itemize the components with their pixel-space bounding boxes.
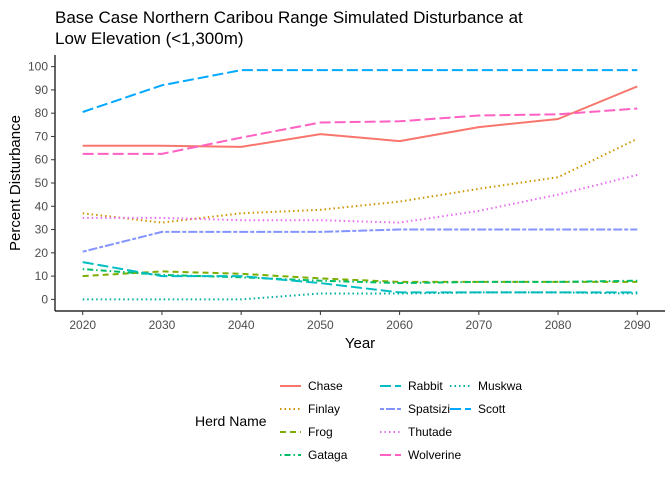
legend-label-rabbit: Rabbit: [408, 379, 443, 393]
series-line-spatsizi: [82, 228, 638, 253]
legend-title: Herd Name: [195, 413, 267, 429]
legend-label-muskwa: Muskwa: [478, 379, 522, 393]
x-tick-label: 2080: [545, 318, 572, 332]
y-tick-label: 80: [35, 106, 49, 120]
series-line-wolverine: [82, 107, 638, 155]
x-axis-title: Year: [345, 335, 375, 352]
series-line-frog: [82, 270, 638, 283]
y-axis-ticks: 0 10 20 30 40 50 60 70 80 90 100: [28, 60, 55, 306]
legend-items: Chase Finlay Frog Gataga Rabbit Spatsizi Thuta…: [280, 379, 522, 462]
legend-label-chase: Chase: [308, 379, 343, 393]
series-line-gataga: [82, 268, 638, 285]
x-tick-label: 2030: [149, 318, 176, 332]
series-line-rabbit: [82, 261, 638, 294]
chart-title-line-1: Base Case Northern Caribou Range Simulat…: [55, 8, 523, 27]
y-tick-label: 10: [35, 269, 49, 283]
x-tick-label: 2070: [465, 318, 492, 332]
y-tick-label: 100: [28, 60, 48, 74]
chart-title-line-2: Low Elevation (<1,300m): [55, 29, 244, 48]
x-axis-ticks: 2020 2030 2040 2050 2060 2070 2080 2090: [69, 311, 651, 332]
series-line-scott: [82, 69, 638, 113]
legend-label-finlay: Finlay: [308, 402, 340, 416]
legend: Herd Name Chase Finlay Frog Gataga Rabbit Spa…: [195, 379, 522, 462]
y-tick-label: 50: [35, 176, 49, 190]
legend-label-frog: Frog: [308, 425, 333, 439]
legend-label-wolverine: Wolverine: [408, 448, 461, 462]
series-line-thutade: [82, 173, 638, 224]
series-layer: [82, 69, 638, 301]
y-tick-label: 60: [35, 153, 49, 167]
x-tick-label: 2090: [624, 318, 651, 332]
x-tick-label: 2060: [386, 318, 413, 332]
y-tick-label: 90: [35, 83, 49, 97]
y-tick-label: 70: [35, 129, 49, 143]
legend-label-scott: Scott: [478, 402, 506, 416]
y-tick-label: 30: [35, 223, 49, 237]
x-tick-label: 2020: [69, 318, 96, 332]
y-tick-label: 40: [35, 199, 49, 213]
plot-area: 2020 2030 2040 2050 2060 2070 2080 2090 0102030…: [28, 55, 665, 332]
legend-label-gataga: Gataga: [308, 448, 348, 462]
y-axis-title: Percent Disturbance: [7, 115, 24, 251]
legend-label-thutade: Thutade: [408, 425, 452, 439]
y-tick-label: 0: [41, 292, 48, 306]
y-tick-label: 20: [35, 246, 49, 260]
legend-label-spatsizi: Spatsizi: [408, 402, 450, 416]
x-tick-label: 2040: [228, 318, 255, 332]
x-tick-label: 2050: [307, 318, 334, 332]
series-line-chase: [82, 85, 638, 148]
